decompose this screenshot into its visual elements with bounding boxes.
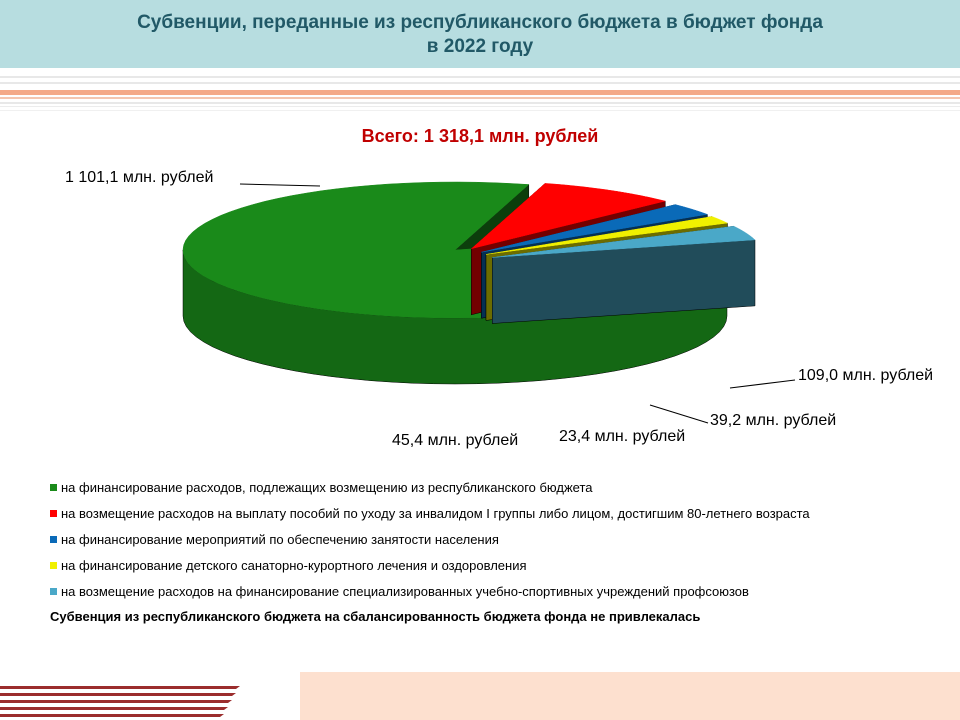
legend-swatch: [50, 484, 57, 491]
slice-top: [471, 183, 666, 250]
legend-swatch: [50, 588, 57, 595]
legend-label: на возмещение расходов на выплату пособи…: [61, 506, 810, 521]
data-label: 39,2 млн. рублей: [710, 412, 837, 429]
legend-label: на финансирование детского санаторно-кур…: [61, 558, 527, 573]
data-label: 45,4 млн. рублей: [392, 432, 519, 449]
slice-top: [492, 225, 756, 258]
header-bar: Субвенции, переданные из республиканског…: [0, 0, 960, 68]
data-label: 23,4 млн. рублей: [559, 428, 686, 445]
legend-swatch: [50, 536, 57, 543]
legend-item: на возмещение расходов на выплату пособи…: [50, 504, 810, 530]
slice-top: [485, 216, 729, 255]
leader-line: [649, 404, 709, 424]
legend-label: на финансирование расходов, подлежащих в…: [61, 480, 593, 495]
legend-swatch: [50, 562, 57, 569]
leader-line: [239, 183, 321, 187]
pie-slice: [492, 225, 756, 324]
chart-title: Всего: 1 318,1 млн. рублей: [361, 126, 599, 146]
page-title-line2: в 2022 году: [426, 36, 534, 57]
data-label: 109,0 млн. рублей: [798, 367, 934, 384]
page-title-line1: Субвенции, переданные из республиканског…: [137, 12, 823, 33]
leader-line: [729, 379, 796, 389]
slice-top: [481, 204, 708, 253]
header-stripes: [0, 76, 960, 111]
legend-item: на возмещение расходов на финансирование…: [50, 582, 810, 608]
legend-label: на финансирование мероприятий по обеспеч…: [61, 532, 499, 547]
legend-label: на возмещение расходов на финансирование…: [61, 584, 749, 599]
footnote: Субвенция из республиканского бюджета на…: [50, 609, 701, 624]
legend-swatch: [50, 510, 57, 517]
legend-item: на финансирование расходов, подлежащих в…: [50, 478, 810, 504]
legend-item: на финансирование мероприятий по обеспеч…: [50, 530, 810, 556]
footer-stripes: [0, 672, 960, 720]
page-title: Субвенции, переданные из республиканског…: [40, 11, 920, 59]
data-label: 1 101,1 млн. рублей: [65, 169, 214, 186]
legend-item: на финансирование детского санаторно-кур…: [50, 556, 810, 582]
chart-legend: на финансирование расходов, подлежащих в…: [50, 478, 810, 608]
